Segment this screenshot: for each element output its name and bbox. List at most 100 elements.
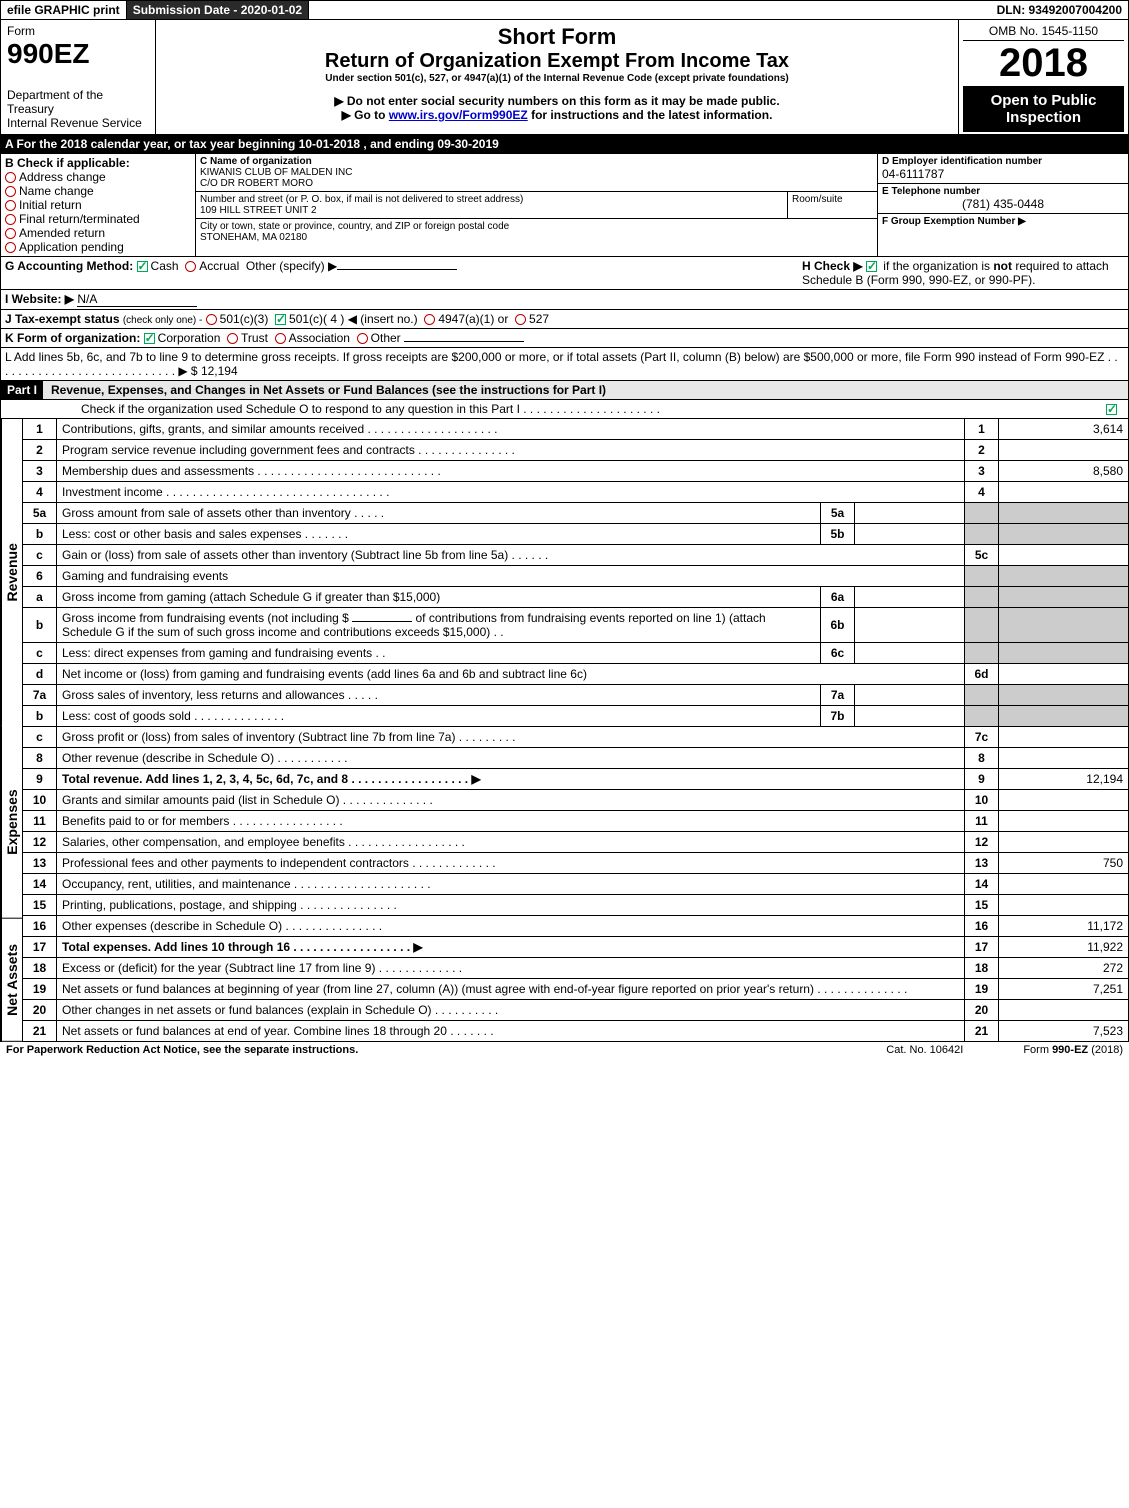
chk-4947[interactable] [424, 314, 435, 325]
irs-label: Internal Revenue Service [7, 116, 149, 130]
ein: 04-6111787 [882, 167, 1124, 181]
ln-1: 1 [23, 419, 57, 440]
sv-5a [855, 503, 965, 524]
ln-19: 19 [23, 979, 57, 1000]
period-end: 09-30-2019 [437, 137, 498, 151]
ln-9: 9 [23, 769, 57, 790]
d-6a: Gross income from gaming (attach Schedul… [57, 587, 821, 608]
chk-501c[interactable] [275, 314, 286, 325]
ln-3: 3 [23, 461, 57, 482]
ln-18: 18 [23, 958, 57, 979]
sl-7b: 7b [821, 706, 855, 727]
chk-final-return[interactable]: Final return/terminated [5, 212, 191, 226]
footer-left: For Paperwork Reduction Act Notice, see … [6, 1044, 358, 1056]
page-footer: For Paperwork Reduction Act Notice, see … [0, 1042, 1129, 1058]
n-2: 2 [965, 440, 999, 461]
part1-tag: Part I [1, 381, 43, 399]
n-15: 15 [965, 895, 999, 916]
sv-6b [855, 608, 965, 643]
g-other: Other (specify) ▶ [246, 259, 337, 273]
sv-7b [855, 706, 965, 727]
goto-link[interactable]: www.irs.gov/Form990EZ [389, 108, 528, 122]
n-20: 20 [965, 1000, 999, 1021]
chk-h[interactable] [866, 261, 877, 272]
v-1: 3,614 [999, 419, 1129, 440]
n-14: 14 [965, 874, 999, 895]
n-5c: 5c [965, 545, 999, 566]
d-7c: Gross profit or (loss) from sales of inv… [57, 727, 965, 748]
ln-7a: 7a [23, 685, 57, 706]
v-15 [999, 895, 1129, 916]
sl-6a: 6a [821, 587, 855, 608]
d-13: Professional fees and other payments to … [57, 853, 965, 874]
k-trust: Trust [241, 331, 268, 345]
h-label: H Check ▶ [802, 259, 863, 273]
ln-7c: c [23, 727, 57, 748]
chk-corp[interactable] [144, 333, 155, 344]
chk-pending[interactable]: Application pending [5, 240, 191, 254]
l-amount: 12,194 [201, 364, 238, 378]
chk-other[interactable] [357, 333, 368, 344]
form-word: Form [7, 24, 149, 38]
sl-5b: 5b [821, 524, 855, 545]
website-value: N/A [77, 292, 197, 307]
chk-501c3[interactable] [206, 314, 217, 325]
ln-17: 17 [23, 937, 57, 958]
chk-accrual[interactable] [185, 261, 196, 272]
d-label: D Employer identification number [882, 156, 1124, 167]
chk-527[interactable] [515, 314, 526, 325]
d-4: Investment income . . . . . . . . . . . … [57, 482, 965, 503]
ln-16: 16 [23, 916, 57, 937]
dln-label: DLN: 93492007004200 [991, 1, 1128, 19]
form-number: 990EZ [7, 38, 149, 70]
chk-assoc[interactable] [275, 333, 286, 344]
v-18: 272 [999, 958, 1129, 979]
v-8 [999, 748, 1129, 769]
sv-6c [855, 643, 965, 664]
k-other: Other [371, 331, 401, 345]
chk-trust[interactable] [227, 333, 238, 344]
ln-6d: d [23, 664, 57, 685]
v-9: 12,194 [999, 769, 1129, 790]
n-19: 19 [965, 979, 999, 1000]
side-revenue: Revenue [1, 419, 22, 726]
n-17: 17 [965, 937, 999, 958]
chk-name-change[interactable]: Name change [5, 184, 191, 198]
header-right: OMB No. 1545-1150 2018 Open to Public In… [958, 20, 1128, 134]
chk-initial-return[interactable]: Initial return [5, 198, 191, 212]
j-label: J Tax-exempt status [5, 312, 120, 326]
n-7c: 7c [965, 727, 999, 748]
box-c: C Name of organization KIWANIS CLUB OF M… [196, 154, 878, 256]
ln-6c: c [23, 643, 57, 664]
g-accrual: Accrual [199, 259, 239, 273]
chk-address-change[interactable]: Address change [5, 170, 191, 184]
v-21: 7,523 [999, 1021, 1129, 1042]
period-mid: , and ending [363, 137, 437, 151]
v-16: 11,172 [999, 916, 1129, 937]
n-4: 4 [965, 482, 999, 503]
short-form-title: Short Form [162, 24, 952, 50]
d-2: Program service revenue including govern… [57, 440, 965, 461]
sl-5a: 5a [821, 503, 855, 524]
n-21: 21 [965, 1021, 999, 1042]
period-text: A For the 2018 calendar year, or tax yea… [1, 135, 503, 153]
ln-20: 20 [23, 1000, 57, 1021]
f-label: F Group Exemption Number ▶ [882, 216, 1124, 227]
chk-part1[interactable] [1106, 404, 1117, 415]
v-2 [999, 440, 1129, 461]
d-21: Net assets or fund balances at end of ye… [57, 1021, 965, 1042]
d-6: Gaming and fundraising events [57, 566, 965, 587]
d-19: Net assets or fund balances at beginning… [57, 979, 965, 1000]
ln-5a: 5a [23, 503, 57, 524]
chk-cash[interactable] [137, 261, 148, 272]
v-19: 7,251 [999, 979, 1129, 1000]
n-3: 3 [965, 461, 999, 482]
ln-11: 11 [23, 811, 57, 832]
omb-label: OMB No. 1545-1150 [963, 22, 1124, 41]
d-10: Grants and similar amounts paid (list in… [57, 790, 965, 811]
goto-line: ▶ Go to www.irs.gov/Form990EZ for instru… [162, 108, 952, 122]
chk-amended[interactable]: Amended return [5, 226, 191, 240]
l-row: L Add lines 5b, 6c, and 7b to line 9 to … [0, 348, 1129, 381]
j-opt4: 527 [529, 312, 549, 326]
city-label: City or town, state or province, country… [200, 221, 873, 232]
